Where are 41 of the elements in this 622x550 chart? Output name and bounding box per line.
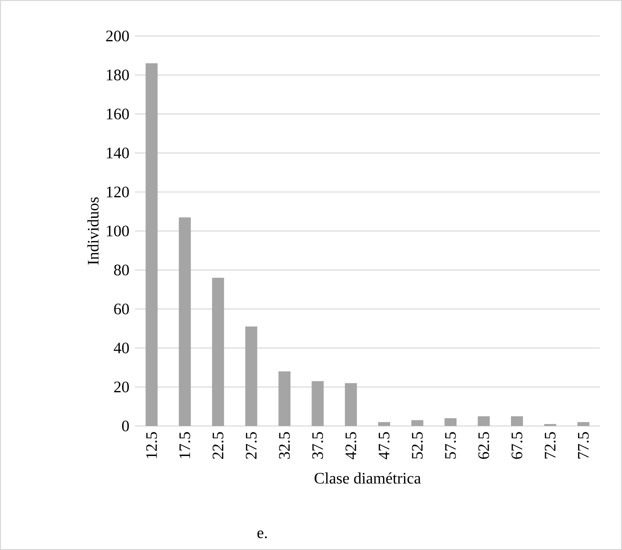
x-tick-label: 27.5 bbox=[246, 432, 257, 459]
x-tick-label: 47.5 bbox=[378, 432, 390, 460]
text: e. bbox=[257, 530, 267, 538]
x-tick-label: 72.5 bbox=[544, 432, 556, 458]
x-tick-label: 22.5 bbox=[212, 432, 224, 459]
bar bbox=[411, 420, 424, 426]
y-tick-label: 80 bbox=[114, 264, 129, 276]
y-axis-title: Individuos bbox=[87, 197, 99, 265]
x-tick-label: 62.5 bbox=[478, 432, 490, 459]
bar bbox=[577, 422, 590, 426]
bar bbox=[245, 326, 258, 426]
bar bbox=[344, 383, 357, 426]
x-tick-label: 52.5 bbox=[412, 432, 423, 459]
x-tick-label: 57.5 bbox=[445, 432, 456, 459]
y-tick-label: 100 bbox=[106, 226, 129, 236]
bar bbox=[478, 416, 490, 426]
y-tick-label: 20 bbox=[114, 382, 129, 392]
x-tick-label: 12.5 bbox=[146, 432, 158, 458]
bar bbox=[444, 418, 457, 426]
bar bbox=[510, 416, 523, 426]
y-tick-label: 200 bbox=[106, 30, 129, 42]
y-tick-label: 180 bbox=[106, 70, 129, 80]
y-tick-label: 160 bbox=[106, 108, 129, 120]
x-tick-label: 32.5 bbox=[279, 432, 290, 459]
y-tick-label: 0 bbox=[122, 420, 129, 432]
y-tick-label: 140 bbox=[106, 148, 129, 158]
bar bbox=[146, 63, 158, 426]
bar bbox=[278, 371, 290, 426]
x-tick-label: 42.5 bbox=[345, 432, 356, 460]
y-tick-label: 120 bbox=[106, 186, 129, 198]
x-tick-label: 67.5 bbox=[512, 432, 522, 459]
bar bbox=[178, 217, 191, 426]
x-tick-label: 37.5 bbox=[312, 432, 324, 459]
y-tick-label: 60 bbox=[114, 304, 129, 314]
x-tick-label: 17.5 bbox=[179, 432, 190, 458]
y-tick-label: 40 bbox=[114, 342, 129, 354]
x-tick-label: 77.5 bbox=[578, 432, 589, 458]
bar bbox=[312, 381, 324, 426]
bar bbox=[378, 422, 390, 426]
x-axis-title: Clase diamétrica bbox=[314, 472, 421, 484]
bar bbox=[212, 278, 224, 426]
